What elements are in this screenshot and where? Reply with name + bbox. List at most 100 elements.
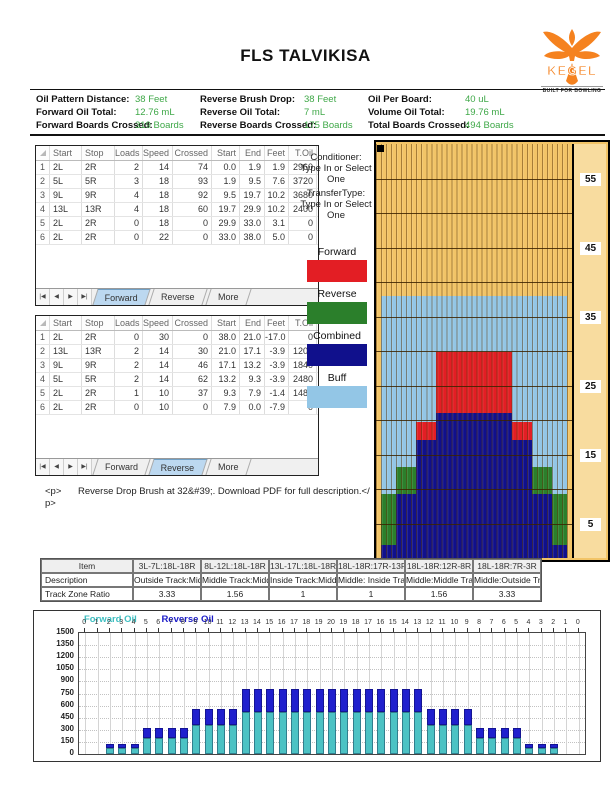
tab-reverse[interactable]: Reverse (148, 289, 208, 305)
chart-bar-reverse (451, 708, 460, 725)
chart-x-tick (392, 628, 394, 632)
chart-x-tick-label: 20 (327, 619, 335, 626)
chart-bar-reverse (463, 708, 472, 725)
chart-x-tick (368, 628, 370, 632)
chart-x-tick (343, 628, 345, 632)
lane-distance-line (376, 316, 572, 318)
grid-nav-button[interactable]: ◀ (50, 459, 64, 475)
ratio-header-cell: Item (41, 559, 133, 573)
table-row[interactable]: 3 9L 9R 4 18 92 9.5 19.7 10.2 3680 (36, 189, 318, 203)
column-header: Loads (115, 316, 143, 330)
tab-forward[interactable]: Forward (92, 289, 151, 305)
table-cell: 13L (50, 345, 82, 358)
chart-x-tick (516, 628, 518, 632)
lane-drag-handle[interactable] (377, 145, 384, 152)
grid-nav-button[interactable]: ◀ (50, 289, 64, 305)
grid-nav-button[interactable]: |◀ (36, 289, 50, 305)
reverse-loads-table: Start Stop Loads Speed Crossed Start End Feet T.… (35, 315, 319, 476)
chart-bar-forward (439, 724, 448, 754)
chart-v-gridline (578, 633, 580, 754)
chart-bar-forward (216, 724, 225, 754)
chart-x-tick-label: 5 (514, 619, 519, 626)
track-zone-ratio-table: Item 3L-7L:18L-18R 8L-12L:18L-18R 13L-17L:1… (40, 558, 542, 602)
chart-x-tick-label: 7 (489, 619, 494, 626)
stat-label: Forward Oil Total: (36, 107, 117, 118)
ratio-header-cell: 3L-7L:18L-18R (133, 559, 201, 573)
select-all-corner-icon[interactable] (39, 320, 46, 326)
stat-1-0: Reverse Brush Drop: 38 Feet (200, 94, 336, 106)
tab-more[interactable]: More (204, 459, 251, 475)
tab-more[interactable]: More (204, 289, 251, 305)
chart-x-tick-label: 15 (388, 619, 397, 626)
table-row[interactable]: 2 5L 5R 3 18 93 1.9 9.5 7.6 3720 (36, 175, 318, 189)
kegel-logo: KEGEL (543, 29, 601, 85)
chart-x-tick-label: 2 (551, 619, 556, 626)
tab-forward[interactable]: Forward (92, 459, 151, 475)
table-row[interactable]: 4 13L 13R 4 18 60 19.7 29.9 10.2 2400 (36, 203, 318, 217)
stat-value: 19.76 mL (465, 107, 505, 118)
stat-1-2: Reverse Boards Crossed:175 Boards (200, 120, 353, 132)
chart-x-tick (182, 628, 184, 632)
chart-x-tick (405, 628, 407, 632)
chart-x-tick (565, 628, 567, 632)
table-cell: 18 (143, 189, 173, 202)
grid-nav-button[interactable]: ▶ (64, 289, 78, 305)
chart-x-tick-label: 19 (339, 619, 348, 626)
conditioner-line: One (327, 174, 345, 185)
table-cell: -17.0 (265, 331, 289, 344)
table-cell: 14 (143, 359, 173, 372)
table-cell: 4 (115, 189, 143, 202)
chart-bar-reverse (303, 689, 312, 713)
table-cell: 0.0 (240, 401, 265, 414)
grid-nav-button[interactable]: ▶| (78, 289, 92, 305)
chart-v-gridline (529, 633, 531, 754)
stat-value: 12.76 mL (135, 107, 175, 118)
table-cell: 9.5 (212, 189, 240, 202)
lane-distance-line (376, 420, 572, 421)
table-cell: 7.9 (212, 401, 240, 414)
grid-nav-button[interactable]: |◀ (36, 459, 50, 475)
table-cell: 92 (173, 189, 212, 202)
chart-v-gridline (443, 633, 445, 754)
chart-y-tick-label: 750 (60, 687, 74, 697)
chart-bar-reverse (290, 689, 299, 713)
ratio-header-row: Item 3L-7L:18L-18R 8L-12L:18L-18R 13L-17L:1… (41, 559, 541, 573)
stat-label: Reverse Boards Crossed: (200, 120, 317, 131)
chart-legend-forward: Forward Oil (84, 614, 137, 625)
table-row[interactable]: 2 13L 13R 2 14 30 21.0 17.1 -3.9 1200 (36, 345, 318, 359)
chart-bar-forward (192, 724, 201, 754)
chart-bar-forward (451, 724, 460, 754)
chart-x-tick (232, 628, 234, 632)
lane-distance-line (376, 454, 572, 456)
legend-label: Forward (317, 246, 357, 258)
chart-bar-reverse (130, 744, 139, 748)
chart-bar-reverse (389, 689, 398, 713)
chart-v-gridline (208, 633, 210, 754)
tab-label: More (217, 462, 239, 472)
tab-reverse[interactable]: Reverse (148, 459, 208, 475)
table-cell: 4 (36, 373, 50, 386)
grid-nav-button[interactable]: ▶| (78, 459, 92, 475)
select-all-corner-icon[interactable] (39, 150, 46, 156)
lane-distance-line (376, 489, 572, 490)
ratio-cell: Description (41, 573, 133, 587)
table-cell: 4 (36, 203, 50, 216)
stat-label: Volume Oil Total: (368, 107, 445, 118)
table-row[interactable]: 6 2L 2R 0 22 0 33.0 38.0 5.0 0 (36, 231, 318, 245)
table-row[interactable]: 5 2L 2R 1 10 37 9.3 7.9 -1.4 1480 (36, 387, 318, 401)
table-row[interactable]: 3 9L 9R 2 14 46 17.1 13.2 -3.9 1840 (36, 359, 318, 373)
chart-x-tick (170, 628, 172, 632)
stat-value: 40 uL (465, 94, 489, 105)
table-row[interactable]: 1 2L 2R 0 30 0 38.0 21.0 -17.0 0 (36, 331, 318, 345)
table-cell: 13.2 (240, 359, 265, 372)
chart-x-tick-label: 0 (575, 619, 580, 626)
chart-bar-forward (550, 747, 559, 754)
table-row[interactable]: 4 5L 5R 2 14 62 13.2 9.3 -3.9 2480 (36, 373, 318, 387)
table-row[interactable]: 5 2L 2R 0 18 0 29.9 33.0 3.1 0 (36, 217, 318, 231)
lane-distance-line (376, 282, 572, 283)
table-row[interactable]: 1 2L 2R 2 14 74 0.0 1.9 1.9 2960 (36, 161, 318, 175)
table-cell: 19.7 (240, 189, 265, 202)
oil-legend: Forward Reverse Combined Buff (305, 246, 369, 414)
grid-nav-button[interactable]: ▶ (64, 459, 78, 475)
